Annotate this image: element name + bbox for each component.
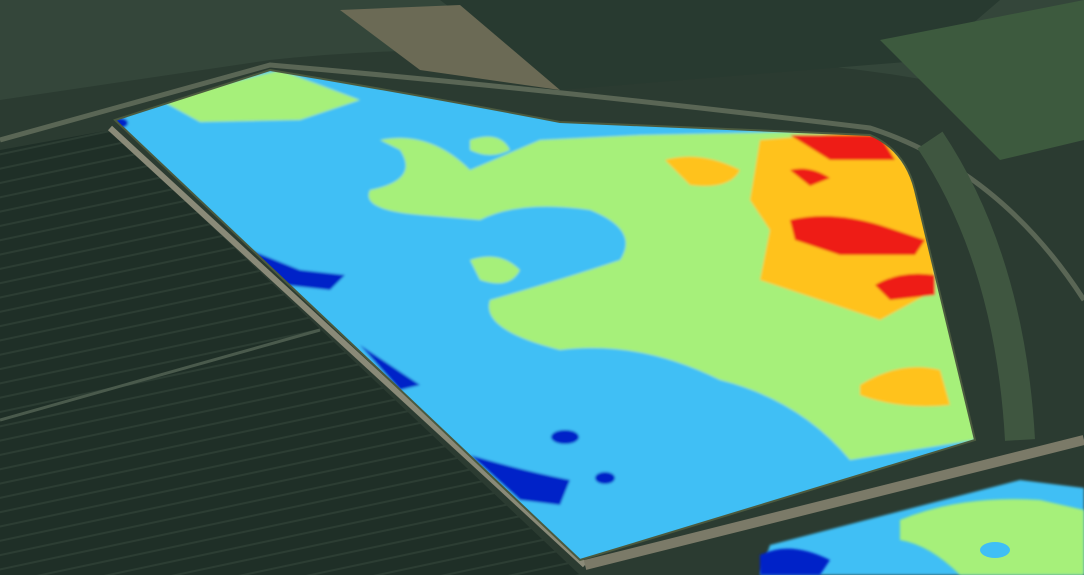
zone-red (790, 135, 895, 160)
tree-row-right (917, 131, 1035, 441)
road-top (0, 62, 1084, 302)
top-field (440, 0, 1000, 90)
road-left (107, 125, 588, 568)
road-bottom (583, 435, 1084, 570)
zone-dark-blue (551, 430, 579, 444)
zone-dark-blue (760, 548, 830, 575)
zone-dark-blue (470, 455, 570, 505)
field-border (0, 328, 321, 422)
zone-green (470, 136, 510, 155)
zone-dark-blue (595, 472, 615, 484)
bare-ground (340, 5, 560, 90)
right-field (880, 0, 1084, 160)
zone-dark-blue (360, 345, 420, 390)
zone-orange (860, 367, 950, 407)
zone-blue (980, 542, 1010, 558)
zone-red (875, 273, 935, 300)
zone-red (790, 216, 925, 255)
zone-green (160, 70, 360, 122)
zone-green (900, 499, 1084, 575)
zone-red (790, 168, 830, 186)
zone-dark-blue (250, 250, 345, 290)
zone-orange (665, 156, 740, 186)
field-boundary (113, 68, 977, 562)
left-fields (0, 130, 580, 575)
zone-green (470, 256, 520, 284)
